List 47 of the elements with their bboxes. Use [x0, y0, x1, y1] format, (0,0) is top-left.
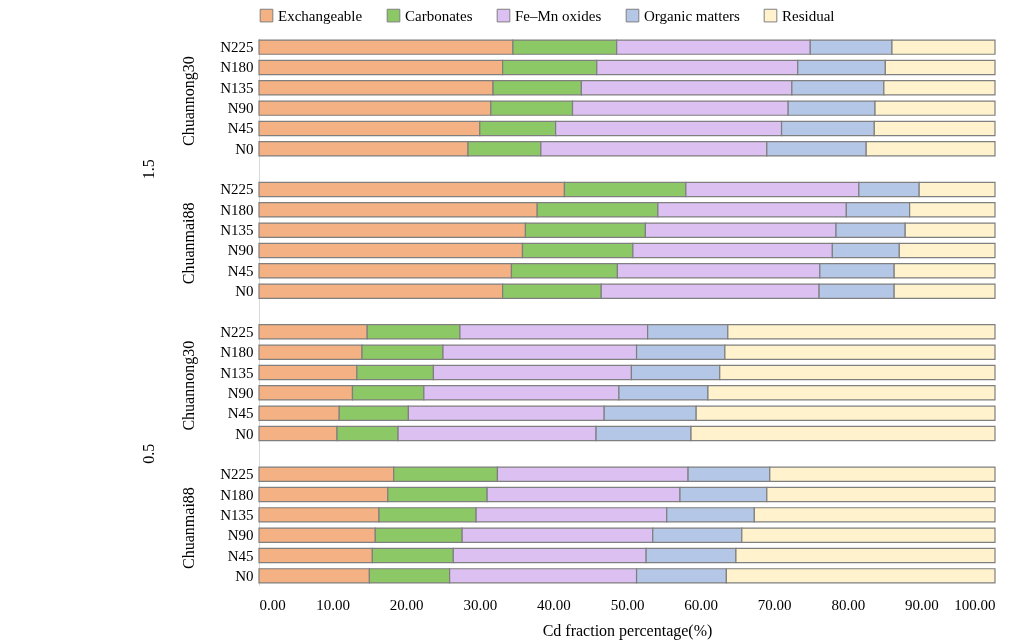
- y-tick-label: N90: [227, 527, 254, 544]
- y-tick-label: N225: [220, 466, 254, 483]
- y-tick-label: N135: [220, 364, 254, 381]
- x-tick-label: 50.00: [610, 596, 645, 613]
- y-tick-label: N45: [227, 405, 254, 422]
- y-tick-label: N0: [235, 567, 254, 584]
- x-tick-label: 70.00: [757, 596, 792, 613]
- x-tick-label: 20.00: [389, 596, 424, 613]
- x-tick-label: 90.00: [905, 596, 939, 613]
- text: 0.5: [140, 443, 157, 464]
- text: Chuanmai88: [180, 487, 197, 569]
- legend-label: Residual: [782, 7, 835, 24]
- y-tick-label: N0: [235, 140, 254, 157]
- y-tick-label: N45: [227, 120, 254, 137]
- y-tick-label: N90: [227, 242, 254, 259]
- legend-label: Fe–Mn oxides: [515, 7, 602, 24]
- y-tick-label: N135: [220, 79, 254, 96]
- y-tick-label: N180: [220, 486, 254, 503]
- y-tick-label: N135: [220, 506, 254, 523]
- x-axis-title: Cd fraction percentage(%): [542, 621, 713, 640]
- y-tick-label: N45: [227, 262, 254, 279]
- x-tick-label: 10.00: [316, 596, 350, 613]
- y-tick-label: N180: [220, 59, 254, 76]
- x-tick-label: 60.00: [684, 596, 718, 613]
- text: Chuannong30: [180, 340, 198, 431]
- y-tick-label: N225: [220, 181, 254, 198]
- x-tick-label: 0.00: [259, 596, 286, 613]
- y-tick-label: N225: [220, 39, 254, 56]
- x-tick-label: 80.00: [831, 596, 866, 613]
- y-tick-label: N135: [220, 222, 254, 239]
- x-tick-label: 30.00: [463, 596, 498, 613]
- y-tick-label: N90: [227, 384, 254, 401]
- y-tick-label: N90: [227, 100, 254, 117]
- text: Chuanmai88: [180, 202, 197, 285]
- y-tick-label: N225: [220, 323, 254, 340]
- text: 1.5: [140, 159, 157, 180]
- legend-label: Carbonates: [405, 7, 473, 24]
- legend-label: Exchangeable: [278, 7, 363, 24]
- x-tick-label: 100.00: [954, 596, 996, 613]
- y-tick-label: N45: [227, 547, 254, 564]
- y-tick-label: N0: [235, 425, 254, 442]
- text: Chuannong30: [180, 56, 198, 146]
- x-tick-label: 40.00: [537, 596, 571, 613]
- y-tick-label: N180: [220, 201, 254, 218]
- legend-label: Organic matters: [644, 7, 741, 24]
- y-tick-label: N0: [235, 283, 254, 300]
- y-tick-label: N180: [220, 344, 254, 361]
